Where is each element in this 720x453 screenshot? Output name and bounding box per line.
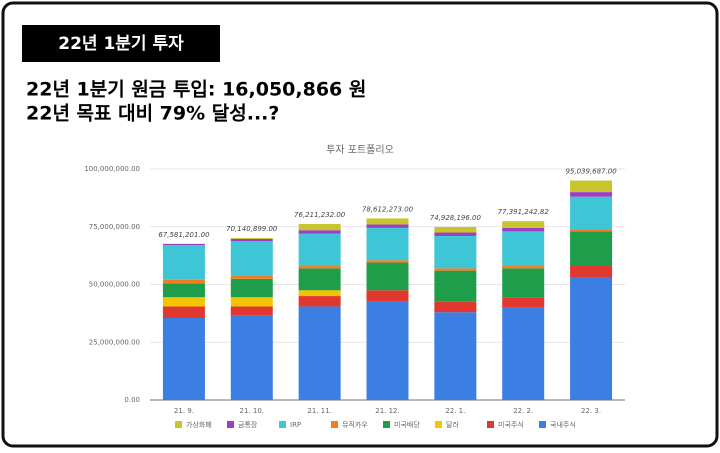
bar-segment bbox=[298, 266, 341, 269]
bar-segment bbox=[434, 235, 477, 269]
x-tick-label: 22. 1. bbox=[445, 407, 465, 415]
bar-segment bbox=[162, 279, 205, 284]
bar-segment bbox=[230, 297, 273, 307]
total-label: 67,581,201.00 bbox=[158, 231, 210, 239]
bar-segment bbox=[162, 283, 205, 298]
bar-segment bbox=[366, 227, 409, 261]
bar-segment bbox=[230, 278, 273, 298]
bar-segment bbox=[570, 266, 613, 278]
bar-segment bbox=[298, 306, 341, 400]
bar-segment bbox=[502, 221, 545, 228]
headline: 22년 1분기 원금 투입: 16,050,866 원 bbox=[26, 79, 366, 101]
bar-segment bbox=[502, 307, 545, 400]
bar-segment bbox=[434, 312, 477, 400]
legend-label: 미국배당 bbox=[394, 420, 420, 429]
bar-segment bbox=[230, 275, 273, 279]
total-label: 77,391,242.82 bbox=[498, 208, 550, 216]
bar-segment bbox=[298, 290, 341, 297]
bar-segment bbox=[366, 260, 409, 263]
bar-segment bbox=[298, 296, 341, 307]
legend-swatch bbox=[331, 421, 338, 428]
legend-label: 뮤직카우 bbox=[342, 420, 368, 429]
bar-segment bbox=[366, 218, 409, 225]
bar-segment bbox=[162, 297, 205, 307]
total-label: 76,211,232.00 bbox=[294, 211, 346, 219]
bar-segment bbox=[162, 306, 205, 318]
bar-segment bbox=[570, 277, 613, 400]
bar-segment bbox=[162, 317, 205, 400]
badge: 22년 1분기 투자 bbox=[58, 34, 184, 54]
legend-swatch bbox=[175, 421, 182, 428]
bar-segment bbox=[366, 262, 409, 291]
bar-segment bbox=[162, 243, 205, 246]
total-label: 74,928,196.00 bbox=[430, 214, 482, 222]
bar-segment bbox=[502, 266, 545, 269]
bar-segment bbox=[502, 231, 545, 267]
x-tick-label: 21. 12. bbox=[375, 407, 400, 415]
bar-segment bbox=[434, 232, 477, 236]
x-tick-label: 22. 3. bbox=[581, 407, 601, 415]
bar-segment bbox=[230, 238, 273, 239]
bar-segment bbox=[230, 238, 273, 242]
y-tick-label: 25,000,000.00 bbox=[89, 338, 140, 346]
legend-swatch bbox=[435, 421, 442, 428]
bar-segment bbox=[230, 306, 273, 316]
badge-box bbox=[22, 25, 220, 62]
x-tick-label: 21. 11. bbox=[307, 407, 332, 415]
bar-segment bbox=[230, 315, 273, 400]
chart-title: 투자 포트폴리오 bbox=[326, 144, 394, 156]
bar-segment bbox=[570, 196, 613, 230]
y-tick-label: 0.00 bbox=[124, 396, 140, 404]
legend-swatch bbox=[227, 421, 234, 428]
legend-swatch bbox=[383, 421, 390, 428]
y-tick-label: 75,000,000.00 bbox=[89, 223, 140, 231]
bar-segment bbox=[366, 290, 409, 302]
bar-segment bbox=[162, 245, 205, 280]
total-label: 70,140,899.00 bbox=[226, 225, 278, 233]
y-tick-label: 50,000,000.00 bbox=[89, 281, 140, 289]
legend-label: 국내주식 bbox=[550, 420, 576, 429]
bar-segment bbox=[434, 268, 477, 271]
total-label: 78,612,273.00 bbox=[362, 205, 414, 213]
bar-segment bbox=[298, 223, 341, 231]
bar-segment bbox=[502, 227, 545, 232]
bar-segment bbox=[570, 192, 613, 197]
legend-label: 달러 bbox=[446, 420, 459, 429]
bar-segment bbox=[434, 301, 477, 313]
bar-segment bbox=[570, 229, 613, 232]
legend-label: 금통장 bbox=[238, 420, 258, 429]
bar-segment bbox=[366, 224, 409, 228]
x-tick-label: 22. 2. bbox=[513, 407, 533, 415]
bar-segment bbox=[434, 270, 477, 302]
bar-segment bbox=[298, 233, 341, 267]
bar-segment bbox=[230, 241, 273, 276]
y-tick-label: 100,000,000.00 bbox=[84, 165, 140, 173]
bar-segment bbox=[298, 230, 341, 234]
x-tick-label: 21. 9. bbox=[174, 407, 194, 415]
bar-segment bbox=[570, 231, 613, 267]
legend-label: 가상화폐 bbox=[186, 420, 212, 429]
bar-segment bbox=[366, 301, 409, 400]
legend-label: IRP bbox=[290, 421, 301, 429]
bar-segment bbox=[298, 268, 341, 291]
total-label: 95,039,687.00 bbox=[565, 167, 617, 175]
bar-segment bbox=[502, 297, 545, 308]
bar-segment bbox=[502, 268, 545, 298]
headline: 22년 목표 대비 79% 달성...? bbox=[26, 103, 279, 125]
legend-swatch bbox=[279, 421, 286, 428]
legend-label: 미국주식 bbox=[498, 420, 524, 429]
legend-swatch bbox=[487, 421, 494, 428]
bar-segment bbox=[570, 180, 613, 193]
bar-segment bbox=[434, 226, 477, 233]
x-tick-label: 21. 10. bbox=[240, 407, 265, 415]
legend-swatch bbox=[539, 421, 546, 428]
